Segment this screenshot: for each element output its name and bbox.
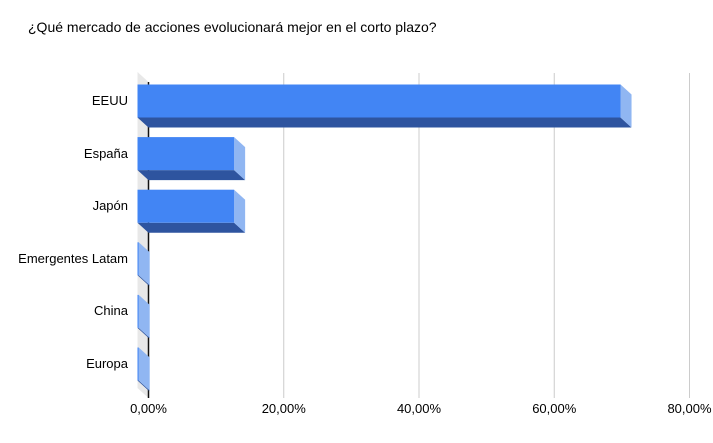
bar-china[interactable] [137,294,150,338]
bar-europa[interactable] [137,347,150,391]
bar-bottom-face [137,170,246,181]
bar-front-face [137,137,235,171]
bar-side-face [234,137,246,181]
bar-espa-a[interactable] [137,137,246,181]
bar-bottom-face [137,327,150,338]
bar-front-face [137,84,621,118]
bar-side-face [620,84,632,128]
bar-front-face [137,189,235,223]
bar-eeuu[interactable] [137,84,632,128]
bar-side-face [234,189,246,233]
bar-bottom-face [137,117,632,128]
bar-bottom-face [137,275,150,286]
bar-side-face [138,242,150,286]
bar-bottom-face [137,380,150,391]
bar-front-face [137,294,139,328]
bar-side-face [138,294,150,338]
chart-title: ¿Qué mercado de acciones evolucionará me… [28,19,437,35]
bar-emergentes-latam[interactable] [137,242,150,286]
bar-front-face [137,347,139,381]
bar-jap-n[interactable] [137,189,246,233]
bar-side-face [138,347,150,391]
bar-bottom-face [137,222,246,233]
bar-front-face [137,242,139,276]
